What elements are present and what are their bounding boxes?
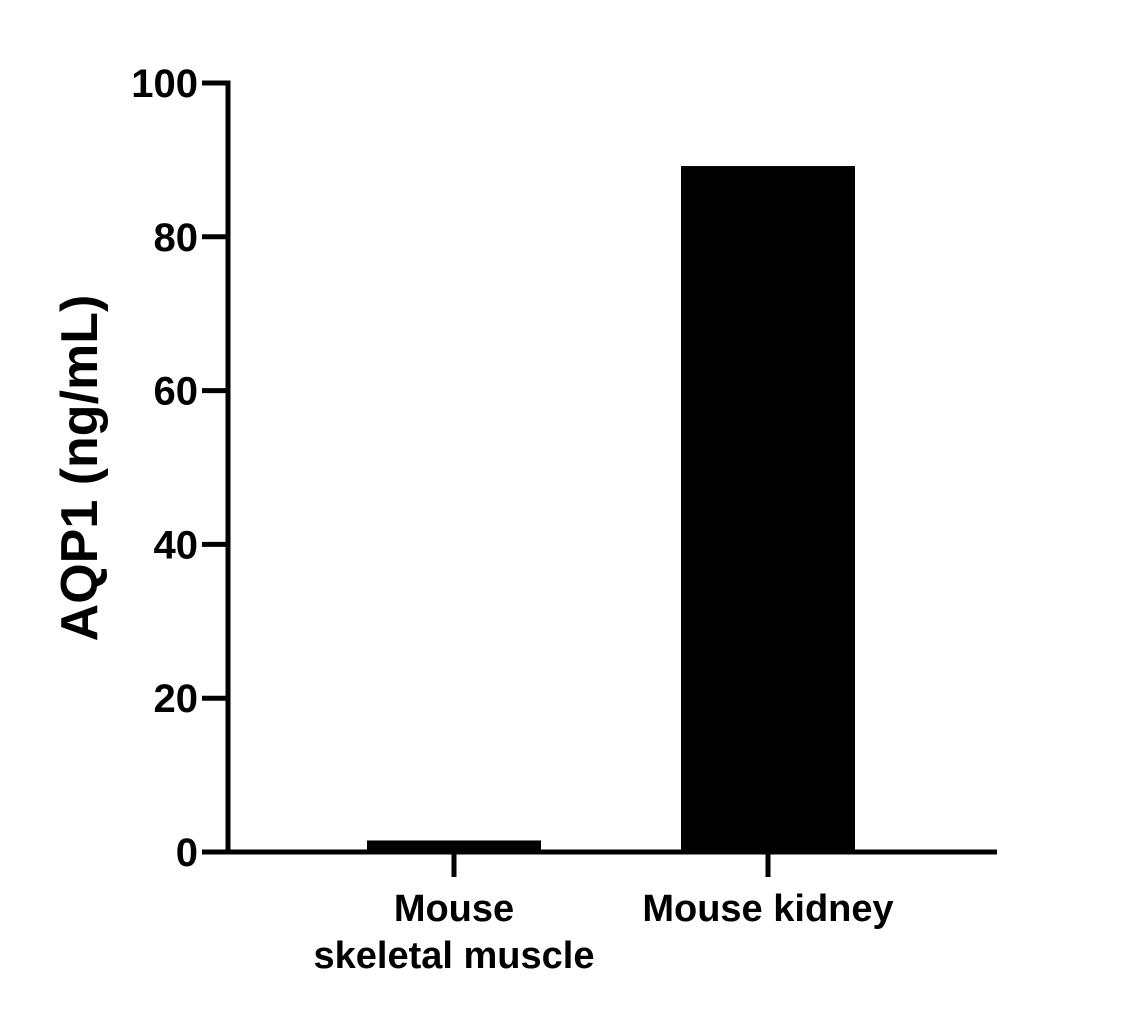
x-tick-label-1-line-0: Mouse kidney xyxy=(642,888,893,930)
y-tick-label-3: 60 xyxy=(154,370,199,414)
y-tick-label-2: 40 xyxy=(154,523,199,567)
y-axis: 0 20 40 60 80 100 xyxy=(131,62,231,875)
x-tick-label-0-line-1: skeletal muscle xyxy=(314,935,595,977)
y-axis-title-group: AQP1 (ng/mL) xyxy=(51,295,109,642)
x-tick-label-0: Mouse skeletal muscle xyxy=(314,888,595,977)
x-tick-label-0-line-0: Mouse xyxy=(394,888,514,930)
x-tick-label-1: Mouse kidney xyxy=(642,888,893,930)
y-tick-label-4: 80 xyxy=(154,216,199,260)
bar-0 xyxy=(367,840,541,852)
x-axis: Mouse skeletal muscle Mouse kidney xyxy=(225,849,997,977)
bar-1 xyxy=(681,166,855,852)
bars xyxy=(367,166,855,852)
y-tick-label-0: 0 xyxy=(176,831,198,875)
y-tick-label-5: 100 xyxy=(131,62,198,106)
y-tick-label-1: 20 xyxy=(154,677,199,721)
y-axis-title: AQP1 (ng/mL) xyxy=(51,295,109,642)
